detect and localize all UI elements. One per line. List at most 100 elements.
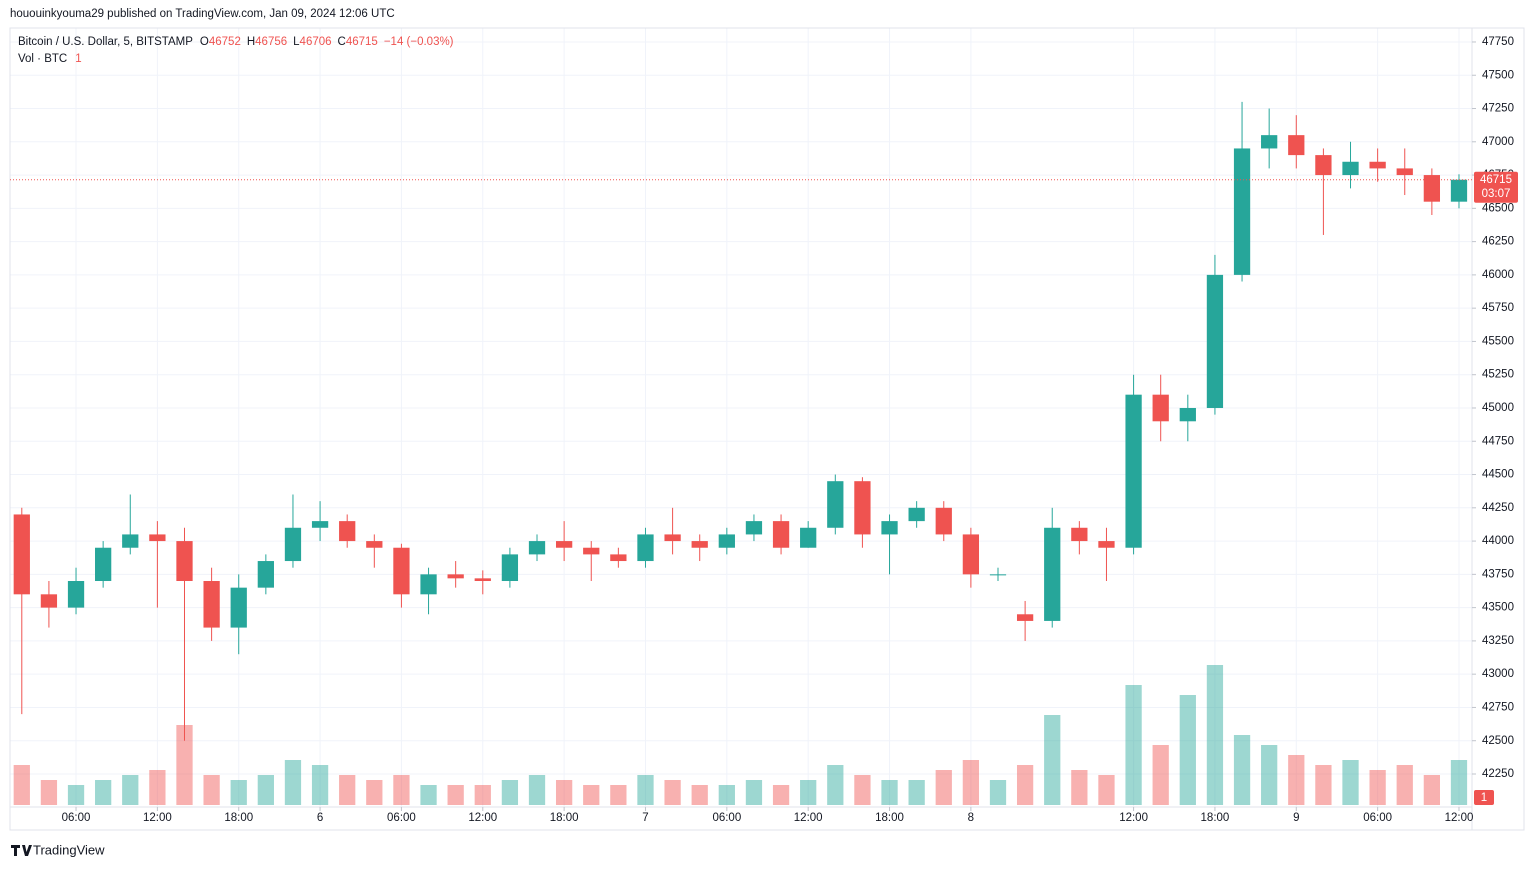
candle-body xyxy=(1179,407,1196,422)
ohlc-label: H xyxy=(247,36,255,48)
candle-body xyxy=(176,541,193,582)
volume-bar xyxy=(1342,760,1359,805)
y-tick-label: 47000 xyxy=(1482,136,1514,148)
candle-body xyxy=(1396,168,1413,176)
change: −14 (−0.03%) xyxy=(384,36,454,48)
volume-bar xyxy=(366,780,383,805)
last-price-badge xyxy=(1474,171,1518,203)
candle-body xyxy=(691,541,708,548)
volume-bar xyxy=(881,780,898,805)
y-tick-label: 45000 xyxy=(1482,402,1514,414)
candle-body xyxy=(40,594,58,608)
x-tick-label: 7 xyxy=(642,812,648,824)
candle-body xyxy=(393,547,410,595)
volume-bar xyxy=(122,775,139,805)
volume-bar xyxy=(1016,765,1034,805)
ohlc-label: C xyxy=(338,36,346,48)
y-tick-label: 46250 xyxy=(1482,236,1514,248)
candle-body xyxy=(1342,161,1359,176)
candle-body xyxy=(528,541,546,555)
candle-body xyxy=(718,534,735,548)
candle-body xyxy=(122,534,139,548)
volume-bar xyxy=(827,765,844,805)
volume-bar xyxy=(67,785,85,805)
volume-bar xyxy=(284,760,302,805)
volume-bar xyxy=(447,785,464,805)
chart-title: Bitcoin / U.S. Dollar, 5, BITSTAMP xyxy=(18,36,193,48)
candle-body xyxy=(637,534,654,562)
candle-body xyxy=(257,561,274,588)
volume-bar xyxy=(40,780,58,805)
y-tick-label: 44750 xyxy=(1482,435,1514,447)
candle-body xyxy=(881,521,898,535)
x-tick-label: 12:00 xyxy=(468,812,497,824)
volume-bar xyxy=(1125,685,1142,805)
candle-body xyxy=(962,534,980,575)
ohlc-value: 46756 xyxy=(255,36,287,48)
x-tick-label: 06:00 xyxy=(712,812,741,824)
volume-bar xyxy=(311,765,329,805)
volume-bar xyxy=(989,780,1007,805)
candle-body xyxy=(1261,135,1278,149)
y-tick-label: 47750 xyxy=(1482,36,1514,48)
candle-body xyxy=(1369,161,1386,169)
volume-bar xyxy=(13,765,30,805)
candle-body xyxy=(745,521,763,535)
candle-body xyxy=(827,481,844,528)
candle-body xyxy=(1044,527,1061,621)
volume-bar xyxy=(501,780,519,805)
y-tick-label: 43000 xyxy=(1482,668,1514,680)
volume-bar xyxy=(230,780,247,805)
volume-bar xyxy=(1179,695,1196,805)
y-tick-label: 44250 xyxy=(1482,502,1514,514)
y-tick-label: 42750 xyxy=(1482,701,1514,713)
candle-body xyxy=(13,514,30,595)
candle-body xyxy=(339,521,356,542)
candle-body xyxy=(772,521,790,548)
y-tick-label: 42250 xyxy=(1482,768,1514,780)
y-tick-label: 43250 xyxy=(1482,635,1514,647)
y-tick-label: 45250 xyxy=(1482,369,1514,381)
volume-header: Vol · BTC 1 xyxy=(18,53,82,65)
candle-body xyxy=(1152,394,1169,422)
volume-bar xyxy=(1396,765,1413,805)
volume-bar xyxy=(745,780,763,805)
candle-body xyxy=(1288,135,1305,156)
x-tick-label: 06:00 xyxy=(62,812,91,824)
candle-body xyxy=(1206,274,1224,408)
ohlc-value: 46715 xyxy=(346,36,378,48)
x-tick-label: 06:00 xyxy=(1363,812,1392,824)
candle-body xyxy=(311,521,329,528)
chart-frame xyxy=(9,27,1525,831)
volume-bar xyxy=(800,780,817,805)
y-tick-label: 45750 xyxy=(1482,302,1514,314)
candle-body xyxy=(1423,175,1441,202)
publisher: hououinkyouma29 published on TradingView… xyxy=(10,8,395,20)
y-tick-label: 43500 xyxy=(1482,602,1514,614)
candle-body xyxy=(1233,148,1251,275)
volume-bar xyxy=(555,780,573,805)
volume-bar xyxy=(1450,760,1468,805)
volume-bar xyxy=(1315,765,1332,805)
ohlc-label: L xyxy=(293,36,300,48)
volume-bar xyxy=(474,785,491,805)
last-price: 46715 xyxy=(1480,174,1512,186)
ohlc-value: 46752 xyxy=(209,36,241,48)
y-tick-label: 43750 xyxy=(1482,568,1514,580)
y-tick-label: 42500 xyxy=(1482,735,1514,747)
ohlc-value: 46706 xyxy=(300,36,332,48)
y-tick-label: 46500 xyxy=(1482,202,1514,214)
volume-label: Vol · BTC xyxy=(18,53,67,65)
candle-body xyxy=(664,534,681,542)
header: Bitcoin / U.S. Dollar, 5, BITSTAMP O46752… xyxy=(18,36,454,48)
x-tick-label: 12:00 xyxy=(1445,812,1474,824)
volume-bar xyxy=(1288,755,1305,805)
y-tick-label: 46000 xyxy=(1482,269,1514,281)
candle-body xyxy=(610,554,627,562)
candle-body xyxy=(1450,179,1468,202)
candle-body xyxy=(935,507,952,535)
candle-body xyxy=(854,481,871,535)
volume-bar xyxy=(583,785,600,805)
candle-body xyxy=(555,541,573,548)
